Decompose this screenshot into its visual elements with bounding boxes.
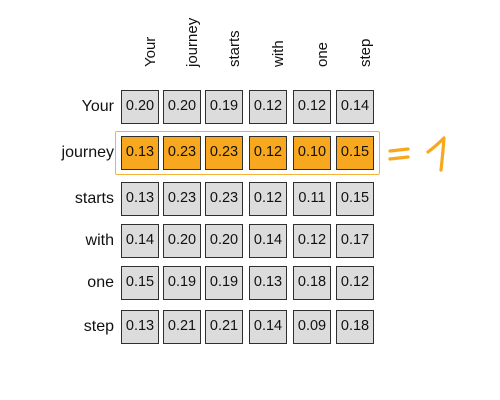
matrix-cell: 0.10 (293, 136, 331, 170)
matrix-cell: 0.17 (336, 224, 374, 258)
matrix-cell: 0.20 (121, 90, 159, 124)
matrix-cell: 0.12 (249, 182, 287, 216)
matrix-cell: 0.23 (205, 182, 243, 216)
column-header-label: journey (184, 17, 201, 67)
matrix-cell: 0.13 (121, 136, 159, 170)
matrix-cell: 0.20 (205, 224, 243, 258)
matrix-cell: 0.18 (336, 310, 374, 344)
column-header-journey: journey (163, 0, 205, 88)
matrix-cell: 0.13 (121, 182, 159, 216)
column-header-your: Your (121, 0, 163, 88)
matrix-cell: 0.12 (249, 136, 287, 170)
column-header-label: Your (142, 36, 159, 67)
matrix-cell: 0.14 (249, 310, 287, 344)
matrix-cell: 0.09 (293, 310, 331, 344)
matrix-cell: 0.14 (336, 90, 374, 124)
matrix-cell: 0.14 (121, 224, 159, 258)
column-header-starts: starts (205, 0, 247, 88)
row-label-your: Your (81, 98, 114, 115)
matrix-cell: 0.23 (163, 182, 201, 216)
matrix-cell: 0.19 (205, 266, 243, 300)
matrix-cell: 0.12 (249, 90, 287, 124)
highlighted-row-outline (115, 131, 380, 175)
matrix-cell: 0.20 (163, 90, 201, 124)
column-header-with: with (249, 0, 291, 88)
column-header-label: with (270, 40, 287, 67)
matrix-cell: 0.12 (336, 266, 374, 300)
matrix-cell: 0.15 (336, 136, 374, 170)
matrix-cell: 0.12 (293, 90, 331, 124)
matrix-cell: 0.13 (249, 266, 287, 300)
matrix-cell: 0.19 (163, 266, 201, 300)
row-label-step: step (83, 318, 114, 335)
row-label-starts: starts (74, 190, 114, 207)
column-header-step: step (336, 0, 378, 88)
matrix-cell: 0.19 (205, 90, 243, 124)
matrix-cell: 0.15 (336, 182, 374, 216)
matrix-cell: 0.20 (163, 224, 201, 258)
matrix-cell: 0.18 (293, 266, 331, 300)
row-label-journey: journey (61, 144, 114, 161)
matrix-cell: 0.14 (249, 224, 287, 258)
matrix-cell: 0.13 (121, 310, 159, 344)
matrix-cell: 0.15 (121, 266, 159, 300)
matrix-cell: 0.12 (293, 224, 331, 258)
matrix-cell: 0.21 (205, 310, 243, 344)
column-header-label: one (314, 41, 331, 67)
matrix-cell: 0.11 (293, 182, 331, 216)
row-label-with: with (85, 232, 114, 249)
matrix-cell: 0.23 (163, 136, 201, 170)
row-label-one: one (87, 274, 114, 291)
matrix-cell: 0.23 (205, 136, 243, 170)
column-header-label: step (357, 38, 374, 67)
row-sum-annotation: 1 (388, 136, 446, 172)
column-header-label: starts (226, 30, 243, 67)
matrix-cell: 0.21 (163, 310, 201, 344)
column-header-one: one (293, 0, 335, 88)
